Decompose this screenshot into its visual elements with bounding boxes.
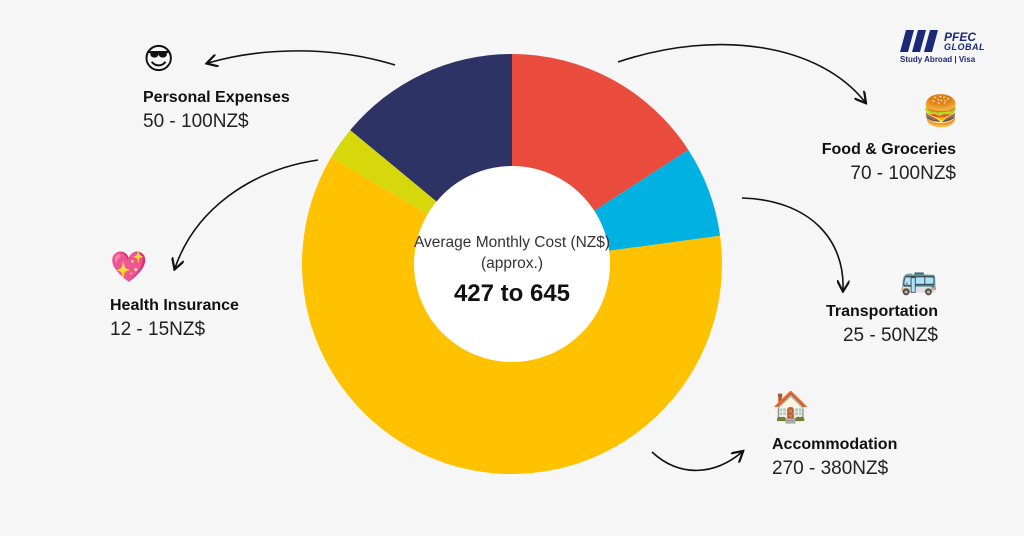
slice-name: Transportation	[825, 303, 938, 320]
logo-line1: PFEC	[944, 30, 977, 44]
sunglasses-face-icon: 😎	[143, 43, 175, 76]
logo-tagline: Study Abroad | Visa	[900, 55, 976, 64]
slice-range: 70 - 100NZ$	[850, 163, 956, 184]
bus-icon: 🚌	[900, 263, 938, 296]
label-health-insurance: Health Insurance 12 - 15NZ$	[110, 297, 239, 341]
slice-name: Health Insurance	[110, 297, 239, 314]
label-food-groceries: Food & Groceries 70 - 100NZ$	[760, 141, 956, 185]
donut-center-label: Average Monthly Cost (NZ$) (approx.) 427…	[412, 232, 612, 308]
arrow-health-insurance	[175, 159, 319, 268]
arrow-food-groceries	[617, 43, 865, 102]
arrow-accommodation	[651, 452, 742, 472]
slice-range: 12 - 15NZ$	[110, 319, 206, 340]
logo-stripes-icon	[900, 30, 938, 52]
center-value: 427 to 645	[453, 280, 571, 307]
sparkling-heart-icon: 💖	[110, 251, 148, 284]
slice-name: Accommodation	[772, 436, 898, 453]
center-subtitle: Average Monthly Cost (NZ$) (approx.)	[413, 234, 611, 272]
label-accommodation: Accommodation 270 - 380NZ$	[772, 436, 897, 480]
slice-range: 25 - 50NZ$	[842, 325, 938, 346]
arrow-transportation	[741, 197, 843, 290]
label-personal-expenses: Personal Expenses 50 - 100NZ$	[143, 89, 290, 133]
slice-range: 270 - 380NZ$	[772, 458, 889, 479]
slice-name: Personal Expenses	[143, 89, 290, 106]
pfec-global-logo: PFEC GLOBAL Study Abroad | Visa	[900, 30, 990, 66]
arrow-personal-expenses	[208, 50, 396, 65]
donut-hole	[414, 166, 610, 362]
label-transportation: Transportation 25 - 50NZ$	[760, 303, 938, 347]
house-icon: 🏠	[772, 391, 810, 424]
slice-name: Food & Groceries	[821, 141, 956, 158]
logo-line2: GLOBAL	[944, 42, 985, 52]
hamburger-icon: 🍔	[922, 95, 960, 128]
slice-range: 50 - 100NZ$	[143, 111, 249, 132]
